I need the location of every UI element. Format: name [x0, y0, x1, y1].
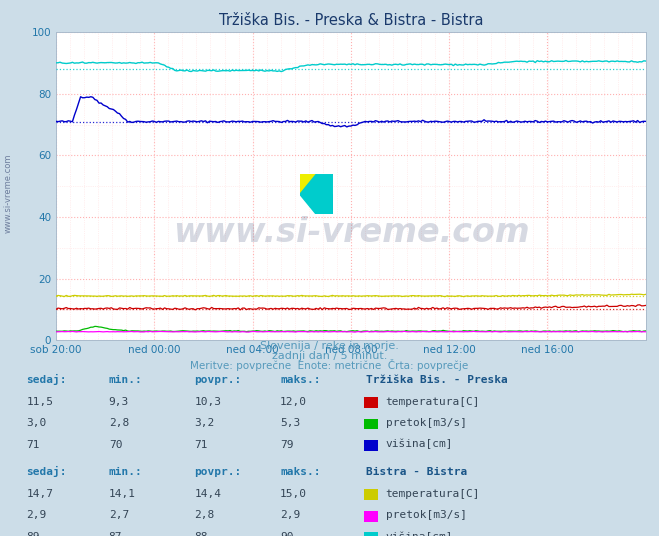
Polygon shape [300, 174, 333, 214]
Text: sedaj:: sedaj: [26, 374, 67, 385]
Text: Tržiška Bis. - Preska: Tržiška Bis. - Preska [366, 375, 507, 385]
Text: 12,0: 12,0 [280, 397, 307, 407]
Text: 15,0: 15,0 [280, 489, 307, 499]
Text: 2,7: 2,7 [109, 510, 129, 520]
Text: 14,1: 14,1 [109, 489, 136, 499]
Text: temperatura[C]: temperatura[C] [386, 489, 480, 499]
Text: povpr.:: povpr.: [194, 467, 242, 478]
Text: 71: 71 [26, 440, 40, 450]
Text: www.si-vreme.com: www.si-vreme.com [3, 153, 13, 233]
Text: višina[cm]: višina[cm] [386, 531, 453, 536]
Bar [316, 195, 333, 214]
Text: 87: 87 [109, 532, 122, 536]
Text: višina[cm]: višina[cm] [386, 439, 453, 450]
Text: min.:: min.: [109, 375, 142, 385]
Text: min.:: min.: [109, 467, 142, 478]
Text: Bistra - Bistra: Bistra - Bistra [366, 467, 467, 478]
Text: 2,8: 2,8 [194, 510, 215, 520]
Text: pretok[m3/s]: pretok[m3/s] [386, 510, 467, 520]
Text: 71: 71 [194, 440, 208, 450]
Text: 88: 88 [194, 532, 208, 536]
Text: 70: 70 [109, 440, 122, 450]
Text: 14,7: 14,7 [26, 489, 53, 499]
Text: zadnji dan / 5 minut.: zadnji dan / 5 minut. [272, 351, 387, 361]
Text: 9,3: 9,3 [109, 397, 129, 407]
Text: povpr.:: povpr.: [194, 375, 242, 385]
Text: 3,0: 3,0 [26, 418, 47, 428]
Text: Slovenija / reke in morje.: Slovenija / reke in morje. [260, 341, 399, 352]
Text: 2,9: 2,9 [280, 510, 301, 520]
Text: 89: 89 [26, 532, 40, 536]
Title: Tržiška Bis. - Preska & Bistra - Bistra: Tržiška Bis. - Preska & Bistra - Bistra [219, 13, 483, 28]
Text: 79: 79 [280, 440, 293, 450]
Text: 2,8: 2,8 [109, 418, 129, 428]
Text: maks.:: maks.: [280, 467, 320, 478]
Text: www.si-vreme.com: www.si-vreme.com [173, 216, 529, 249]
Text: Meritve: povprečne  Enote: metrične  Črta: povprečje: Meritve: povprečne Enote: metrične Črta:… [190, 359, 469, 371]
Text: 90: 90 [280, 532, 293, 536]
Text: 11,5: 11,5 [26, 397, 53, 407]
Text: 14,4: 14,4 [194, 489, 221, 499]
Bar [300, 174, 316, 195]
Text: 10,3: 10,3 [194, 397, 221, 407]
Text: sedaj:: sedaj: [26, 466, 67, 478]
Text: 5,3: 5,3 [280, 418, 301, 428]
Text: maks.:: maks.: [280, 375, 320, 385]
Text: temperatura[C]: temperatura[C] [386, 397, 480, 407]
Text: 3,2: 3,2 [194, 418, 215, 428]
Text: pretok[m3/s]: pretok[m3/s] [386, 418, 467, 428]
Text: 2,9: 2,9 [26, 510, 47, 520]
